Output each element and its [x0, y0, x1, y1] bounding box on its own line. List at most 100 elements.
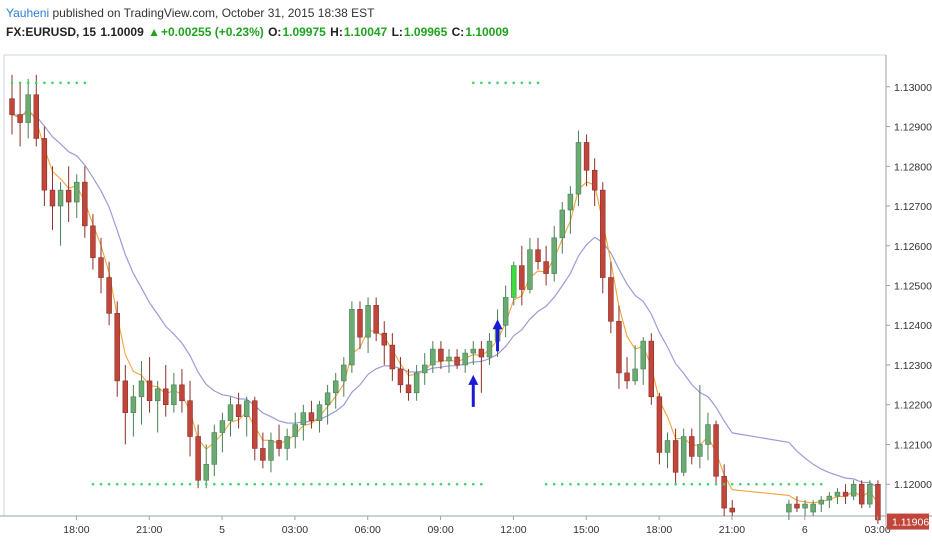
- x-tick-label: 03:00: [282, 524, 308, 536]
- signal-dot: [747, 482, 750, 486]
- candle-body: [138, 380, 145, 398]
- signal-dot: [617, 482, 621, 486]
- signal-dot: [310, 482, 313, 486]
- candle-body: [705, 424, 711, 445]
- signal-dot: [439, 482, 443, 486]
- signal-dot: [107, 482, 111, 486]
- candle-body: [786, 503, 792, 513]
- candle-body: [802, 503, 808, 509]
- candle-body: [826, 495, 833, 501]
- signal-dot: [350, 482, 354, 486]
- candle-body: [243, 400, 250, 417]
- signal-dot: [496, 81, 499, 85]
- close-label: C:: [451, 25, 465, 39]
- signal-dot: [455, 482, 459, 486]
- candle-body: [591, 169, 598, 191]
- signal-dot: [213, 482, 216, 486]
- candle-body: [729, 507, 735, 513]
- candle-body: [454, 356, 460, 366]
- signal-dot: [431, 482, 435, 486]
- signal-dot: [480, 482, 483, 486]
- x-tick-label: 03:00: [864, 524, 890, 536]
- signal-dot: [755, 482, 758, 486]
- signal-dot: [293, 482, 297, 486]
- signal-dot: [399, 482, 402, 486]
- candle-body: [106, 277, 112, 314]
- signal-dot: [601, 482, 605, 486]
- signal-dot: [423, 482, 427, 486]
- signal-dot: [585, 482, 588, 486]
- signal-dot: [245, 482, 248, 486]
- candle-body: [672, 440, 679, 473]
- signal-dot: [115, 482, 119, 486]
- signal-dot: [156, 482, 159, 486]
- signal-dot: [229, 482, 232, 486]
- signal-dot: [674, 482, 677, 486]
- buy-arrow-head-icon: [492, 319, 503, 330]
- signal-dot: [188, 482, 192, 486]
- signal-dot: [391, 482, 394, 486]
- candle-body: [341, 364, 347, 382]
- signal-dot: [99, 482, 103, 486]
- chart-header: Yauheni published on TradingView.com, Oc…: [6, 6, 510, 39]
- signal-dot: [569, 482, 572, 486]
- signal-dot: [544, 482, 548, 486]
- signal-dot: [358, 482, 362, 486]
- candle-body: [446, 356, 452, 362]
- y-tick-label: 1.12100: [894, 439, 932, 451]
- signal-dot: [10, 81, 14, 85]
- candle-body: [413, 372, 420, 394]
- candle-body: [130, 396, 137, 413]
- candle-body: [17, 114, 23, 123]
- signal-dot: [374, 482, 378, 486]
- signal-dot: [471, 81, 475, 85]
- candle-body: [235, 404, 242, 417]
- y-tick-label: 1.12600: [894, 241, 932, 253]
- candle-body: [535, 249, 541, 262]
- signal-dot: [334, 482, 338, 486]
- signal-dot: [180, 482, 184, 486]
- candle-body: [397, 368, 404, 386]
- signal-dot: [326, 482, 329, 486]
- candle-body: [373, 305, 379, 334]
- y-tick-label: 1.12200: [894, 400, 932, 412]
- candle-body: [875, 483, 881, 521]
- candle-body: [195, 436, 201, 481]
- candle-body: [527, 249, 533, 290]
- signal-dot: [204, 482, 208, 486]
- signal-dot: [342, 482, 346, 486]
- author-link[interactable]: Yauheni: [6, 6, 50, 20]
- signal-dot: [811, 482, 815, 486]
- signal-dot: [407, 482, 410, 486]
- candle-body: [664, 440, 671, 453]
- signal-dot: [415, 482, 418, 486]
- candle-body: [405, 384, 412, 394]
- signal-dot: [67, 81, 70, 85]
- high-label: H:: [330, 25, 343, 39]
- close-value: 1.10009: [465, 25, 509, 39]
- signal-dot: [471, 482, 475, 486]
- x-tick-label: 6: [802, 524, 808, 536]
- x-tick-label: 18:00: [646, 524, 672, 536]
- y-tick-label: 1.12700: [894, 201, 932, 213]
- signal-dot: [277, 482, 281, 486]
- low-value: 1.09965: [403, 25, 448, 39]
- candle-body: [867, 483, 873, 505]
- candle-body: [203, 464, 209, 481]
- signal-dot: [237, 482, 240, 486]
- signal-dot: [26, 81, 30, 85]
- candle-body: [794, 503, 800, 509]
- signal-dot: [771, 482, 775, 486]
- candle-body: [308, 412, 315, 421]
- candle-body: [211, 432, 218, 465]
- signal-dot: [650, 482, 653, 486]
- candle-body: [316, 404, 323, 421]
- x-tick-label: 21:00: [719, 524, 745, 536]
- signal-dot: [285, 482, 289, 486]
- candle-body: [697, 444, 703, 457]
- candle-body: [600, 189, 606, 278]
- signal-dot: [690, 482, 694, 486]
- y-tick-label: 1.12900: [894, 122, 932, 134]
- signal-dot: [536, 81, 540, 85]
